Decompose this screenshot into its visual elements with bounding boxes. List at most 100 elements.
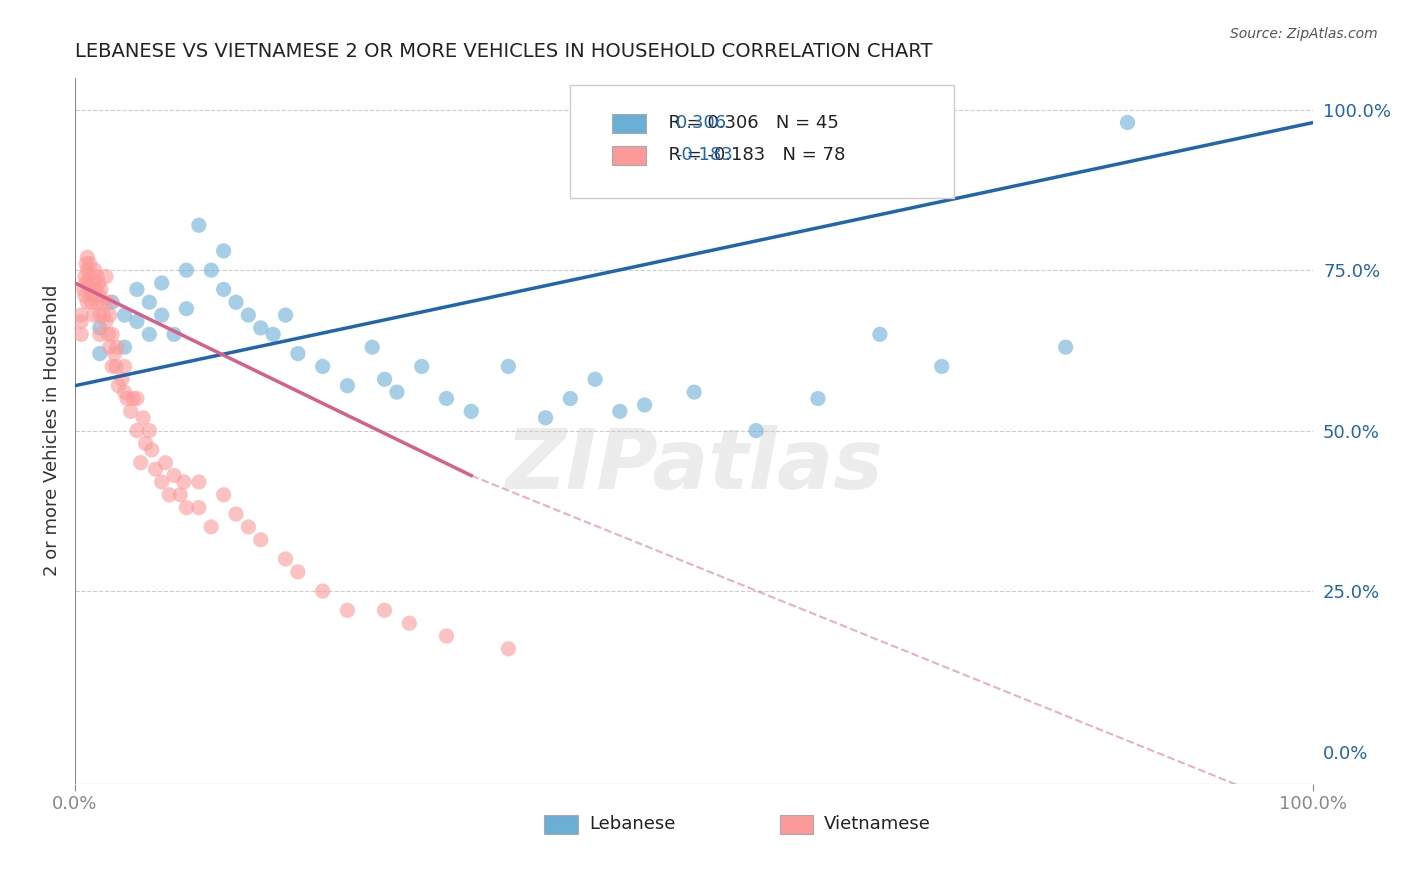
Point — [73, 282, 96, 296]
Point — [101, 327, 124, 342]
Text: R = -0.183   N = 78: R = -0.183 N = 78 — [657, 146, 845, 164]
Point — [633, 398, 655, 412]
Point — [145, 462, 167, 476]
Point — [83, 276, 105, 290]
Point — [86, 295, 108, 310]
Point — [87, 276, 110, 290]
Point — [73, 289, 96, 303]
Point — [200, 520, 222, 534]
Point — [176, 301, 198, 316]
Point — [89, 308, 111, 322]
Point — [104, 359, 127, 374]
Point — [114, 385, 136, 400]
Point — [75, 257, 97, 271]
Point — [98, 340, 121, 354]
Point — [97, 327, 120, 342]
Point — [169, 488, 191, 502]
Point — [238, 308, 260, 322]
Point — [1054, 340, 1077, 354]
Point — [120, 404, 142, 418]
Point — [70, 327, 93, 342]
Point — [79, 282, 101, 296]
Point — [176, 263, 198, 277]
Point — [70, 308, 93, 322]
Point — [287, 565, 309, 579]
Point — [94, 269, 117, 284]
Point — [114, 359, 136, 374]
Point — [135, 436, 157, 450]
Point — [138, 295, 160, 310]
Point — [150, 475, 173, 489]
Point — [262, 327, 284, 342]
Point — [436, 392, 458, 406]
Point — [90, 282, 112, 296]
Text: R = 0.306   N = 45: R = 0.306 N = 45 — [657, 114, 839, 133]
Point — [94, 314, 117, 328]
Point — [534, 410, 557, 425]
Point — [132, 410, 155, 425]
Text: LEBANESE VS VIETNAMESE 2 OR MORE VEHICLES IN HOUSEHOLD CORRELATION CHART: LEBANESE VS VIETNAMESE 2 OR MORE VEHICLE… — [75, 42, 932, 61]
Point — [125, 282, 148, 296]
Point — [125, 314, 148, 328]
Point — [115, 392, 138, 406]
Point — [80, 269, 103, 284]
Point — [225, 507, 247, 521]
Point — [163, 327, 186, 342]
Y-axis label: 2 or more Vehicles in Household: 2 or more Vehicles in Household — [44, 285, 60, 576]
Point — [98, 308, 121, 322]
Point — [73, 269, 96, 284]
Point — [163, 468, 186, 483]
Point — [436, 629, 458, 643]
Point — [114, 340, 136, 354]
Point — [498, 641, 520, 656]
Point — [83, 263, 105, 277]
Point — [84, 282, 107, 296]
Point — [82, 289, 104, 303]
Point — [76, 295, 98, 310]
Point — [187, 475, 209, 489]
Point — [238, 520, 260, 534]
Point — [460, 404, 482, 418]
Point — [361, 340, 384, 354]
Text: ZIPatlas: ZIPatlas — [505, 425, 883, 507]
Point — [101, 359, 124, 374]
Point — [374, 372, 396, 386]
Point — [150, 276, 173, 290]
Text: Lebanese: Lebanese — [589, 815, 675, 833]
Point — [683, 385, 706, 400]
Point — [411, 359, 433, 374]
Point — [311, 584, 333, 599]
Point — [212, 282, 235, 296]
Point — [745, 424, 768, 438]
Point — [89, 327, 111, 342]
Point — [89, 346, 111, 360]
Point — [560, 392, 582, 406]
Point — [91, 295, 114, 310]
Point — [155, 456, 177, 470]
Point — [398, 616, 420, 631]
Point — [157, 488, 180, 502]
Point — [187, 218, 209, 232]
Point — [374, 603, 396, 617]
Point — [583, 372, 606, 386]
FancyBboxPatch shape — [571, 85, 955, 198]
Point — [249, 533, 271, 547]
Point — [80, 295, 103, 310]
Point — [107, 378, 129, 392]
Point — [931, 359, 953, 374]
Point — [125, 392, 148, 406]
FancyBboxPatch shape — [613, 114, 645, 133]
Point — [70, 314, 93, 328]
Point — [114, 308, 136, 322]
Text: Source: ZipAtlas.com: Source: ZipAtlas.com — [1230, 27, 1378, 41]
Point — [187, 500, 209, 515]
Point — [225, 295, 247, 310]
Point — [76, 263, 98, 277]
Point — [138, 424, 160, 438]
FancyBboxPatch shape — [544, 814, 578, 834]
Point — [200, 263, 222, 277]
Point — [869, 327, 891, 342]
Point — [176, 500, 198, 515]
Point — [336, 378, 359, 392]
Point — [111, 372, 134, 386]
